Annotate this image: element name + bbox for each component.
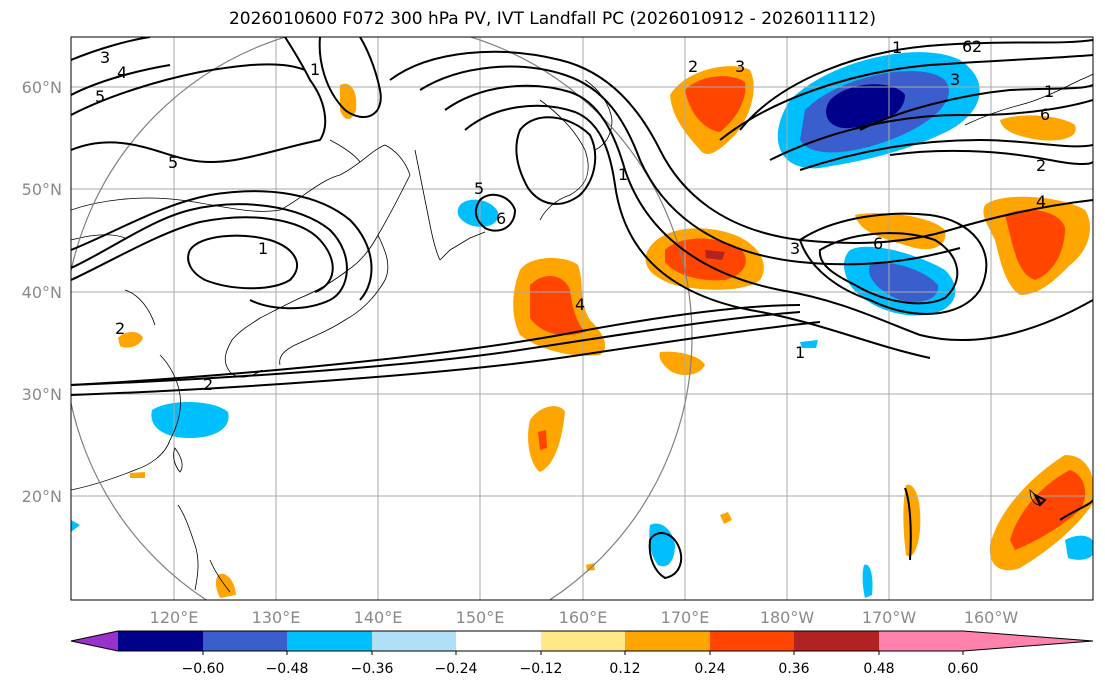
colorbar-swatch — [625, 631, 710, 651]
lat-tick-label: 50°N — [22, 180, 62, 199]
colorbar-tick-label: −0.12 — [520, 661, 563, 677]
colorbar-tick-label: 0.24 — [694, 661, 725, 677]
colorbar-swatch — [710, 631, 794, 651]
lon-tick-label: 140°E — [354, 608, 403, 627]
colorbar-swatch — [456, 631, 541, 651]
contour-label: 6 — [496, 209, 506, 228]
negative-anomaly-taiwan — [151, 401, 229, 438]
lon-tick-label: 120°E — [150, 608, 199, 627]
contour-label: 3 — [100, 48, 110, 67]
contour-label: 5 — [168, 153, 178, 172]
contour-label: 6 — [1040, 105, 1050, 124]
colorbar-tick-label: −0.36 — [351, 661, 394, 677]
contour-label: 2 — [1036, 156, 1046, 175]
contour-label: 1 — [1044, 82, 1054, 101]
contour-label: 5 — [474, 179, 484, 198]
lat-tick-label: 40°N — [22, 283, 62, 302]
contour-label: 5 — [95, 87, 105, 106]
contour-label: 2 — [688, 57, 698, 76]
gridlines — [71, 37, 1093, 600]
colorbar-tick-label: −0.48 — [266, 661, 309, 677]
colorbar-swatch — [287, 631, 372, 651]
contour-label: 2 — [203, 375, 213, 394]
lat-axis: 60°N 50°N 40°N 30°N 20°N — [22, 78, 62, 506]
colorbar-tick-label: 0.36 — [778, 661, 809, 677]
lon-tick-label: 170°E — [661, 608, 710, 627]
lat-tick-label: 30°N — [22, 385, 62, 404]
positive-anomaly-dateline — [855, 213, 946, 250]
colorbar-tick-label: 0.60 — [947, 661, 978, 677]
contour-labels: 3 4 5 5 1 2 2 5 6 1 3 6 1 4 2 3 1 6 2 4 … — [95, 37, 1054, 394]
lon-tick-label: 160°E — [559, 608, 608, 627]
lon-tick-label: 130°E — [252, 608, 301, 627]
colorbar-swatch — [541, 631, 625, 651]
contour-label: 3 — [735, 57, 745, 76]
colorbar-extend-max — [963, 631, 1093, 651]
colorbar-tick-label: −0.24 — [435, 661, 478, 677]
lon-tick-label: 160°W — [964, 608, 1019, 627]
contour-label: 4 — [575, 295, 585, 314]
lat-tick-label: 60°N — [22, 78, 62, 97]
map-title: 2026010600 F072 300 hPa PV, IVT Landfall… — [228, 9, 876, 29]
colorbar-swatch — [794, 631, 879, 651]
colorbar-swatch — [118, 631, 203, 651]
colorbar-tick-label: 0.48 — [863, 661, 894, 677]
negative-anomaly-japan-east — [457, 199, 499, 227]
contour-label: 3 — [790, 239, 800, 258]
contour-label: 4 — [1036, 192, 1046, 211]
contour-label: 1 — [258, 239, 268, 258]
plot-frame — [70, 36, 1094, 601]
colorbar-swatch — [372, 631, 456, 651]
contour-label: 2 — [115, 319, 125, 338]
lon-axis: 120°E 130°E 140°E 150°E 160°E 170°E 180°… — [150, 608, 1019, 627]
contour-label: 6 — [962, 37, 972, 56]
radius-circle — [71, 37, 693, 600]
contour-label: 4 — [117, 63, 127, 82]
colorbar-swatch — [203, 631, 287, 651]
lon-tick-label: 150°E — [456, 608, 505, 627]
colorbar-swatch — [879, 631, 963, 651]
contour-label: 1 — [795, 343, 805, 362]
contour-label: 3 — [950, 70, 960, 89]
colorbar: −0.60 −0.48 −0.36 −0.24 −0.12 0.12 0.24 … — [70, 630, 1094, 677]
colorbar-tick-label: 0.12 — [609, 661, 640, 677]
contour-label: 6 — [873, 234, 883, 253]
lon-tick-label: 180°W — [760, 608, 815, 627]
contour-label: 1 — [618, 165, 628, 184]
contour-label: 2 — [972, 37, 982, 56]
lat-tick-label: 20°N — [22, 487, 62, 506]
contour-label: 1 — [310, 60, 320, 79]
lon-tick-label: 170°W — [862, 608, 917, 627]
pv-contours — [71, 37, 1093, 580]
colorbar-extend-min — [71, 631, 118, 651]
contour-label: 1 — [892, 38, 902, 57]
colorbar-tick-label: −0.60 — [182, 661, 225, 677]
